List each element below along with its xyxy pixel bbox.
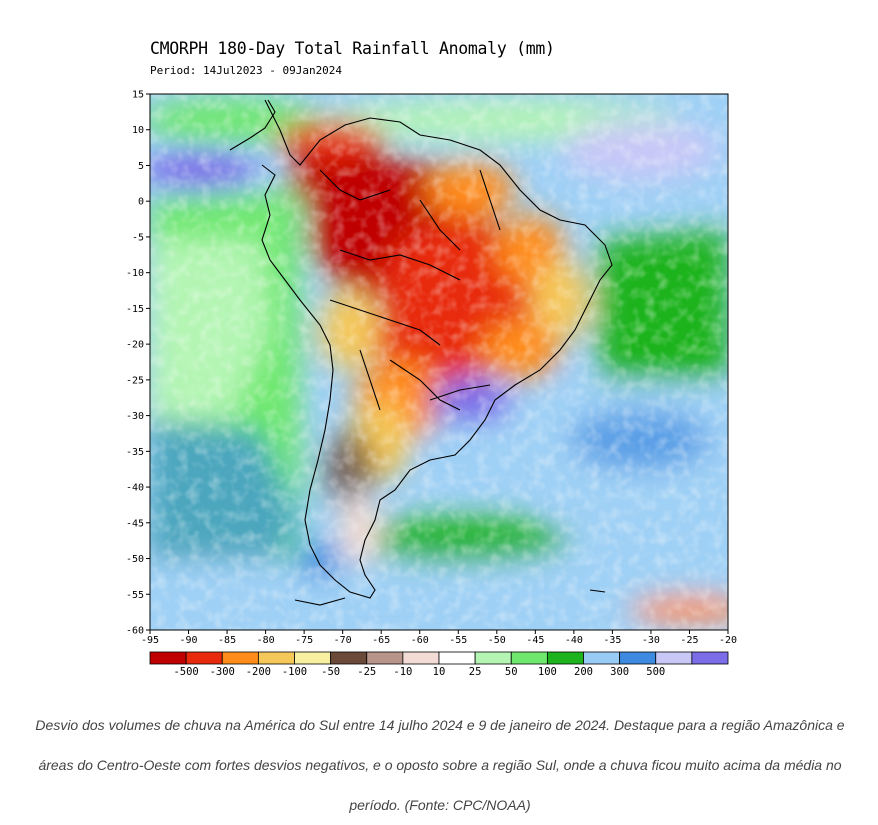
colorbar-label: -10	[393, 666, 412, 678]
colorbar-label: 200	[574, 666, 593, 678]
figure-title: CMORPH 180-Day Total Rainfall Anomaly (m…	[150, 39, 555, 58]
speckle-texture	[150, 94, 728, 630]
colorbar-label: 50	[505, 666, 518, 678]
colorbar-label: -25	[357, 666, 376, 678]
lon-tick-label: -65	[372, 635, 390, 646]
colorbar-swatch	[221, 651, 259, 665]
colorbar-swatch	[510, 651, 548, 665]
map-field	[150, 94, 728, 630]
lon-tick-label: -95	[141, 635, 159, 646]
colorbar-swatch	[583, 651, 621, 665]
lat-tick-label: -20	[126, 340, 144, 351]
lon-tick-label: -25	[680, 635, 698, 646]
lat-tick-label: -50	[126, 554, 144, 565]
lon-tick-label: -80	[257, 635, 275, 646]
colorbar-swatch	[438, 651, 476, 665]
lat-tick-label: -55	[126, 590, 144, 601]
lon-tick-label: -30	[642, 635, 660, 646]
lat-tick-label: -30	[126, 411, 144, 422]
colorbar-swatch	[655, 651, 693, 665]
colorbar-label: -300	[210, 666, 235, 678]
colorbar-swatch	[402, 651, 440, 665]
lat-tick-label: -35	[126, 447, 144, 458]
colorbar-swatch	[619, 651, 657, 665]
anomaly-map-svg: 151050-5-10-15-20-25-30-35-40-45-50-55-6…	[126, 90, 737, 679]
lat-tick-label: -60	[126, 626, 144, 637]
lon-tick-label: -70	[334, 635, 352, 646]
colorbar-label: 300	[610, 666, 629, 678]
colorbar-label: 10	[433, 666, 446, 678]
colorbar-swatch	[149, 651, 187, 665]
map-frame	[149, 93, 729, 631]
lat-tick-label: 5	[138, 161, 144, 172]
lat-tick-label: 15	[132, 90, 144, 101]
lat-tick-label: -40	[126, 483, 144, 494]
lat-tick-label: -10	[126, 268, 144, 279]
lon-tick-label: -55	[449, 635, 467, 646]
colorbar-label: 100	[538, 666, 557, 678]
lat-tick-label: -5	[132, 232, 144, 243]
latitude-axis: 15 10 5 0 -5 -10 -15 -20 -25 -30 -35 -40 -45 -50 -55 -6…	[126, 90, 150, 637]
colorbar-label: 500	[646, 666, 665, 678]
lon-tick-label: -85	[218, 635, 236, 646]
colorbar: -500 -300 -200 -100 -50 -25 -10 10 25 50 100 200 300…	[149, 651, 729, 678]
colorbar-swatch	[546, 651, 584, 665]
colorbar-swatch	[474, 651, 512, 665]
colorbar-swatch	[691, 651, 729, 665]
colorbar-swatch	[330, 651, 368, 665]
colorbar-label: -200	[246, 666, 271, 678]
lat-tick-label: -45	[126, 518, 144, 529]
longitude-axis: -95 -90 -85 -80 -75 -70 -65 -60 -55 -50 -45 -40 -35 -…	[141, 630, 737, 646]
colorbar-swatch	[185, 651, 223, 665]
colorbar-label: -500	[173, 666, 198, 678]
lon-tick-label: -90	[180, 635, 198, 646]
lat-tick-label: -25	[126, 375, 144, 386]
lon-tick-label: -20	[719, 635, 737, 646]
colorbar-swatch	[366, 651, 404, 665]
colorbar-label: -100	[282, 666, 307, 678]
colorbar-swatch	[294, 651, 332, 665]
lon-tick-label: -60	[411, 635, 429, 646]
lon-tick-label: -40	[565, 635, 583, 646]
lat-tick-label: -15	[126, 304, 144, 315]
colorbar-label: 25	[469, 666, 482, 678]
colorbar-label: -50	[321, 666, 340, 678]
figure-period: Period: 14Jul2023 - 09Jan2024	[150, 64, 343, 77]
figure-caption: Desvio dos volumes de chuva na América d…	[35, 717, 845, 813]
lon-tick-label: -35	[603, 635, 621, 646]
colorbar-swatch	[257, 651, 295, 665]
lat-tick-label: 10	[132, 125, 144, 136]
lat-tick-label: 0	[138, 197, 144, 208]
lon-tick-label: -45	[526, 635, 544, 646]
rainfall-anomaly-figure: CMORPH 180-Day Total Rainfall Anomaly (m…	[126, 39, 737, 679]
lon-tick-label: -50	[488, 635, 506, 646]
coastlines	[229, 99, 613, 606]
lon-tick-label: -75	[295, 635, 313, 646]
